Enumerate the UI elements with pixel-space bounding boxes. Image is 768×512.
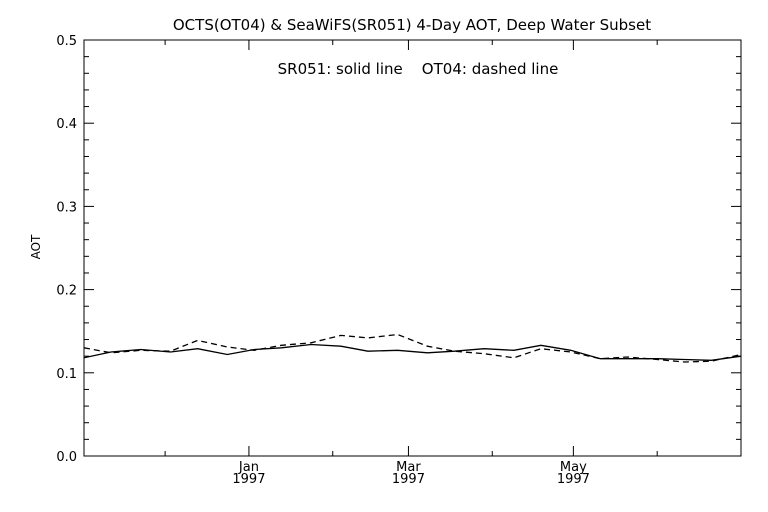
y-tick-label: 0.5 [56,34,77,49]
x-tick-label-year: 1997 [557,472,590,487]
plot-frame [83,39,742,457]
x-tick-label: May [560,460,587,475]
y-tick-label: 0.4 [56,117,77,132]
legend-annotation: SR051: solid line OT04: dashed line [278,60,559,78]
x-tick-label: Mar [396,460,421,475]
chart-title: OCTS(OT04) & SeaWiFS(SR051) 4-Day AOT, D… [173,16,651,34]
y-axis-label: AOT [29,234,43,259]
y-tick-label: 0.3 [56,200,77,215]
series-line-ot04 [83,333,742,363]
x-tick-label: Jan [238,460,259,475]
y-tick-label: 0.1 [56,367,77,382]
x-tick-label-year: 1997 [392,472,425,487]
y-tick-label: 0.0 [56,450,77,465]
y-tick-label: 0.2 [56,284,77,299]
series-line-sr051 [83,343,742,361]
series-layer [83,333,742,363]
x-tick-label-year: 1997 [232,472,265,487]
